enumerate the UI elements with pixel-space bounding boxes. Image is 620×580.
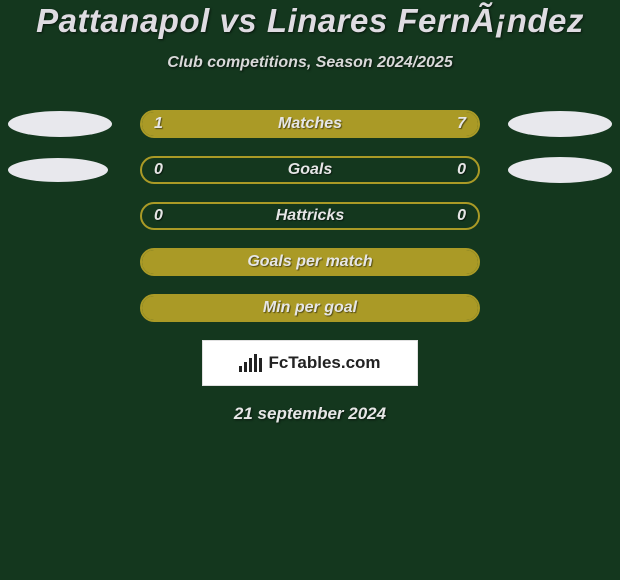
stat-row-goals_per_match: Goals per match (0, 248, 620, 276)
infographic: Pattanapol vs Linares FernÃ¡ndez Club co… (0, 0, 620, 580)
stat-bar-hattricks: Hattricks0 0 (140, 202, 480, 230)
stat-fill-right (199, 112, 478, 136)
stat-bar-matches: Matches17 (140, 110, 480, 138)
stat-value-right: 0 (457, 158, 466, 182)
stat-bar-goals: Goals0 0 (140, 156, 480, 184)
player-chip-right (508, 157, 612, 183)
stat-row-matches: Matches17 (0, 110, 620, 138)
player-chip-left (8, 158, 108, 182)
stat-bar-goals_per_match: Goals per match (140, 248, 480, 276)
stat-bar-min_per_goal: Min per goal (140, 294, 480, 322)
stat-value-right: 0 (457, 204, 466, 228)
player-chip-left (8, 111, 112, 137)
stat-value-left: 0 (154, 158, 163, 182)
stat-fill-left (142, 296, 478, 320)
page-title: Pattanapol vs Linares FernÃ¡ndez (0, 2, 620, 40)
date-text: 21 september 2024 (0, 404, 620, 424)
stat-row-hattricks: Hattricks0 0 (0, 202, 620, 230)
stat-row-min_per_goal: Min per goal (0, 294, 620, 322)
attribution-text: FcTables.com (268, 353, 380, 373)
stat-row-goals: Goals0 0 (0, 156, 620, 184)
attribution-logo-icon (239, 354, 262, 372)
attribution-badge: FcTables.com (202, 340, 418, 386)
stat-rows: Matches17Goals00Hattricks00Goals per mat… (0, 110, 620, 322)
stat-label: Goals (142, 158, 478, 182)
player-chip-right (508, 111, 612, 137)
stat-fill-left (142, 112, 199, 136)
stat-value-left: 0 (154, 204, 163, 228)
stat-fill-left (142, 250, 478, 274)
stat-label: Hattricks (142, 204, 478, 228)
subtitle: Club competitions, Season 2024/2025 (0, 54, 620, 72)
